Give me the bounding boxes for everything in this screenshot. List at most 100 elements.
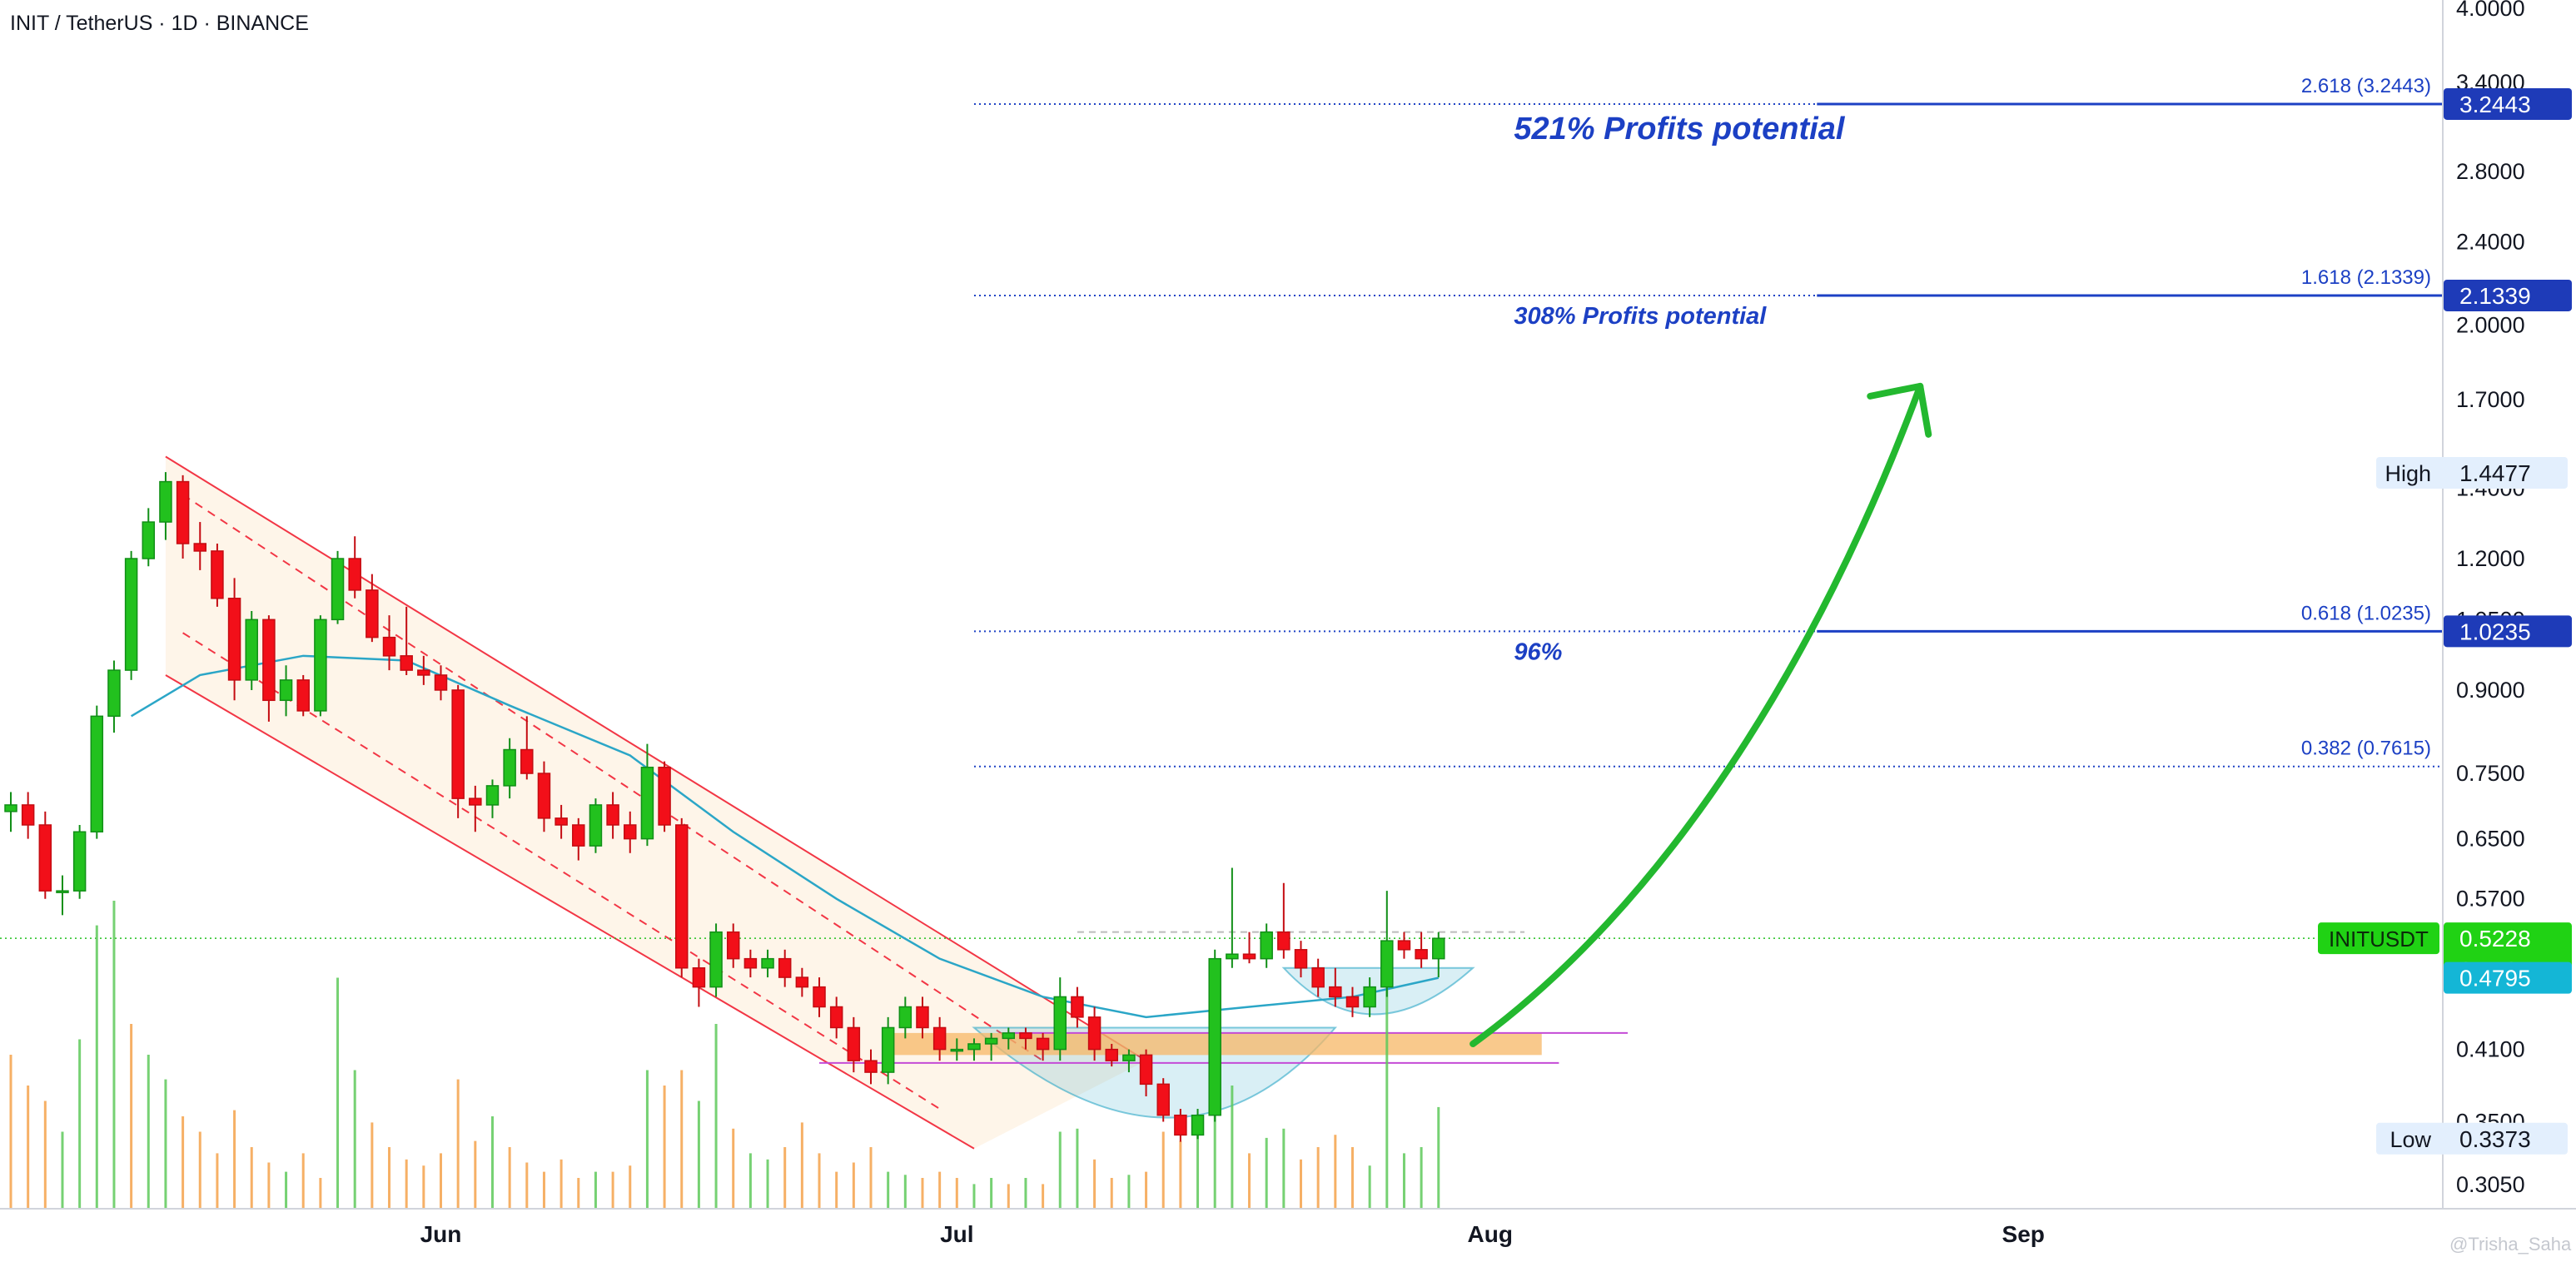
candle: [434, 665, 448, 701]
price-tick-label: 0.3050: [2456, 1172, 2525, 1197]
low-tag-value: 0.3373: [2459, 1126, 2531, 1152]
price-tick-label: 0.7500: [2456, 761, 2525, 786]
candle-body: [1087, 1016, 1102, 1051]
fib-label: 0.618 (1.0235): [2301, 602, 2431, 624]
volume-bar: [1076, 1128, 1079, 1209]
candle: [692, 958, 706, 1007]
channel-upper-line: [165, 455, 1147, 1062]
channel-fill: [165, 456, 1146, 1149]
candle: [400, 606, 413, 675]
candle-body: [434, 674, 448, 691]
volume-bar: [783, 1147, 787, 1209]
volume-bars: [9, 901, 1440, 1209]
candle-body: [932, 1026, 947, 1051]
candle-body: [1260, 931, 1273, 960]
fib-label: 0.382 (0.7615): [2301, 738, 2431, 760]
candle-body: [1380, 940, 1394, 988]
annotation-text: 521% Profits potential: [1514, 112, 1845, 147]
candle: [1277, 882, 1290, 959]
volume-bar: [440, 1153, 442, 1209]
volume-bar: [164, 1079, 167, 1209]
candle: [1071, 986, 1084, 1028]
volume-bar: [319, 1178, 322, 1209]
candle: [1415, 932, 1428, 968]
candle: [950, 1038, 964, 1061]
last-price-value: 0.5228: [2459, 926, 2531, 951]
candle-body: [1432, 937, 1445, 960]
volume-bar: [577, 1178, 580, 1209]
projection-arrow: [1470, 382, 1932, 1047]
candle: [709, 923, 723, 997]
candle-body: [761, 957, 774, 969]
volume-bar: [869, 1147, 873, 1209]
volume-bar: [1058, 1131, 1062, 1209]
volume-bar: [1161, 1131, 1165, 1209]
volume-bar: [456, 1079, 460, 1209]
candle-body: [1174, 1114, 1187, 1136]
volume-bar: [1316, 1147, 1320, 1209]
candle: [90, 705, 104, 839]
candle: [606, 792, 619, 839]
candle-body: [469, 797, 482, 806]
candle-body: [1105, 1048, 1118, 1061]
candle-body: [107, 669, 121, 718]
price-tick-label: 4.0000: [2456, 0, 2525, 21]
candle-body: [589, 804, 603, 847]
volume-bar: [1402, 1153, 1405, 1209]
volume-bar: [1265, 1137, 1268, 1209]
candle: [1019, 1027, 1032, 1050]
volume-bar: [800, 1122, 803, 1209]
candle: [1242, 932, 1256, 964]
candle: [813, 977, 826, 1017]
candle-body: [503, 748, 516, 787]
time-axis[interactable]: Jun Jul Aug Sep @Trisha_Saha: [0, 1208, 2576, 1255]
volume-bar: [61, 1131, 64, 1209]
candle: [314, 615, 327, 717]
candle-body: [984, 1037, 998, 1045]
volume-bar: [508, 1147, 511, 1209]
volume-bar: [1248, 1153, 1251, 1209]
candle: [624, 811, 637, 853]
candle-body: [950, 1048, 964, 1052]
candle-body: [1071, 996, 1084, 1018]
volume-bar: [525, 1162, 529, 1209]
price-tick-label: 0.9000: [2456, 678, 2525, 703]
candle: [1397, 932, 1411, 959]
candle: [21, 792, 35, 839]
volume-bar: [9, 1055, 12, 1209]
volume-bar: [43, 1101, 47, 1209]
volume-bar: [1179, 1140, 1182, 1209]
volume-bar: [388, 1147, 391, 1209]
candle: [743, 949, 758, 978]
candle: [159, 472, 172, 540]
high-tag-value: 1.4477: [2459, 460, 2531, 486]
fib-price-tag-bg: [2444, 279, 2572, 311]
volume-bar: [1042, 1184, 1045, 1209]
volume-bar: [887, 1171, 890, 1209]
volume-bar: [938, 1171, 942, 1209]
candle-body: [38, 824, 52, 892]
volume-bar: [1437, 1106, 1440, 1209]
candle-body: [211, 550, 224, 599]
candle: [193, 522, 207, 570]
candle-body: [916, 1006, 929, 1029]
volume-bar: [27, 1086, 30, 1209]
candle: [1191, 1109, 1205, 1140]
candle-body: [1208, 957, 1221, 1116]
volume-bar: [594, 1171, 597, 1209]
candle: [1053, 977, 1067, 1061]
candle-body: [1294, 949, 1308, 969]
volume-bar: [766, 1159, 769, 1209]
candle: [451, 684, 465, 818]
volume-bar: [629, 1165, 632, 1209]
candle: [1002, 1027, 1016, 1050]
volume-bar: [663, 1086, 666, 1209]
candle: [761, 949, 774, 978]
candle-body: [658, 767, 671, 826]
symbol-header: INIT / TetherUS · 1D · BINANCE: [10, 12, 309, 35]
candle: [1139, 1049, 1153, 1096]
candle: [1122, 1049, 1136, 1073]
candle: [916, 996, 929, 1039]
fib-price-tag-value: 3.2443: [2459, 92, 2531, 117]
